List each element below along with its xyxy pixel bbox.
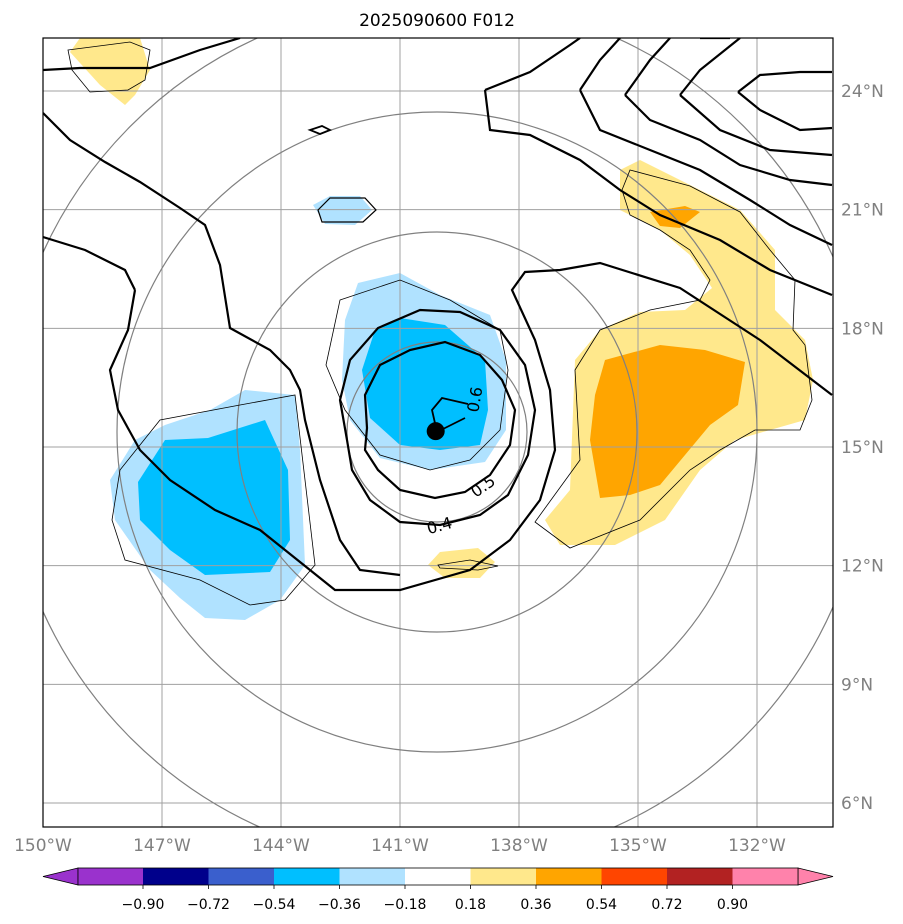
colorbar-label: −0.36 [318, 897, 361, 913]
lat-tick-label: 21°N [841, 201, 884, 221]
colorbar-segment [536, 868, 602, 885]
shade-blue-west [138, 420, 290, 575]
lat-tick-label: 18°N [841, 319, 884, 339]
lat-tick-label: 24°N [841, 82, 884, 102]
map-area: 0.40.50.6 [43, 38, 833, 827]
colorbar-segment [601, 868, 667, 885]
range-ring-2 [236, 231, 638, 633]
chart-title: 2025090600 F012 [359, 11, 515, 31]
shade-light-blue-north [313, 196, 372, 225]
lon-tick-label: 135°W [609, 836, 667, 856]
thin-contour-northwest [67, 41, 151, 93]
contour-north-5 [624, 38, 833, 187]
contour-west-2 [43, 112, 401, 577]
lon-tick-label: 138°W [490, 836, 548, 856]
storm-center-marker [426, 422, 445, 441]
range-ring-1 [346, 341, 528, 523]
lon-tick-label: 141°W [371, 836, 429, 856]
contour-north-1 [43, 38, 241, 72]
colorbar-frame [77, 867, 799, 886]
thick-contours [43, 38, 833, 592]
colorbar-label: −0.90 [122, 897, 165, 913]
shade-yellow-northwest [70, 38, 150, 105]
thin-contours [67, 41, 813, 606]
colorbar-label: 0.72 [651, 897, 682, 913]
contour-small-loop [307, 125, 333, 135]
colorbar-label: −0.72 [187, 897, 230, 913]
colorbar-segment [339, 868, 405, 885]
contour-0.5 [338, 308, 537, 527]
colorbar-segment [470, 868, 536, 885]
colorbar-extend-low [42, 867, 79, 886]
range-rings [43, 38, 833, 827]
contour-north-3 [484, 38, 581, 92]
contour-west-arc [43, 235, 136, 291]
colorbar-segment [274, 868, 340, 885]
contour-north-7 [737, 70, 833, 132]
latitude-labels: 24°N 21°N 18°N 15°N 12°N 9°N 6°N [841, 82, 884, 814]
shade-orange-north [650, 206, 700, 228]
shade-yellow-south [428, 548, 495, 578]
colorbar-segment [667, 868, 733, 885]
colorbar-label: 0.18 [455, 897, 486, 913]
colorbar-extend-high [797, 867, 834, 886]
contour-0.4 [108, 261, 833, 592]
colorbar-label: 0.54 [586, 897, 617, 913]
contour-label: 0.6 [463, 385, 486, 413]
contour-north-2 [483, 89, 833, 297]
lon-tick-label: 150°W [14, 836, 72, 856]
contour-north-6 [679, 38, 833, 157]
colorbar-label: 0.36 [520, 897, 551, 913]
lat-tick-label: 6°N [841, 794, 873, 814]
lat-tick-label: 9°N [841, 675, 873, 695]
thin-contour-west [111, 394, 316, 606]
colorbar-segment [732, 868, 798, 885]
thin-contour-center [325, 279, 509, 471]
lat-tick-label: 15°N [841, 438, 884, 458]
colorbar-label: −0.54 [253, 897, 296, 913]
lon-tick-label: 147°W [133, 836, 191, 856]
longitude-labels: 150°W 147°W 144°W 141°W 138°W 135°W 132°W [14, 836, 786, 856]
contour-0.6 [363, 340, 517, 500]
colorbar-segment [143, 868, 209, 885]
contour-north-small [317, 197, 377, 223]
thin-contour-south [437, 559, 499, 571]
lat-tick-label: 12°N [841, 557, 884, 577]
colorbar-label: 0.90 [717, 897, 748, 913]
colorbar-segment [405, 868, 471, 885]
shade-orange-east [590, 345, 745, 498]
map-frame [42, 37, 834, 828]
shade-blue-center [362, 318, 488, 450]
lon-tick-label: 144°W [252, 836, 310, 856]
colorbar-segment [208, 868, 274, 885]
colorbar: −0.90 −0.72 −0.54 −0.36 −0.18 0.18 0.36 0.54 0.7… [42, 867, 834, 913]
contour-north-4 [579, 38, 833, 246]
lon-tick-label: 132°W [728, 836, 786, 856]
thin-contour-east [534, 169, 813, 549]
colorbar-label: −0.18 [384, 897, 427, 913]
range-ring-3 [116, 111, 758, 753]
colorbar-segment [78, 868, 143, 885]
